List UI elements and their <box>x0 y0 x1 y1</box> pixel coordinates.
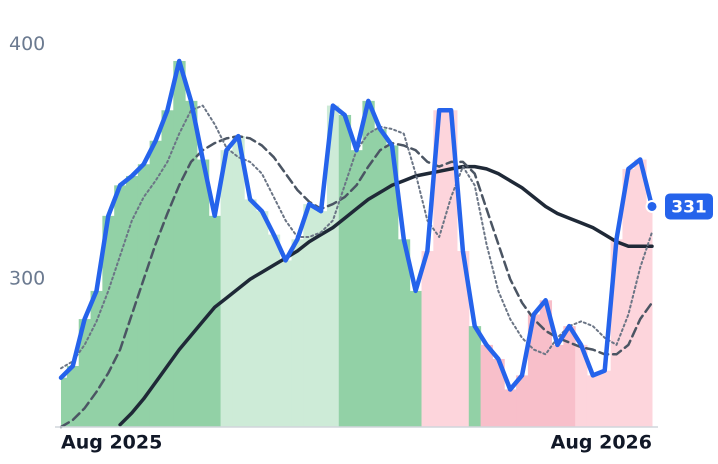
area-step <box>102 215 115 427</box>
area-step <box>362 100 375 427</box>
area-layer <box>61 61 653 428</box>
area-step <box>646 206 653 427</box>
area-step <box>78 319 92 427</box>
series-line <box>118 164 654 427</box>
y-tick-label: 400 <box>9 33 45 55</box>
area-step <box>196 159 210 428</box>
area-step <box>149 140 162 427</box>
area-step <box>291 239 304 427</box>
value-badge <box>665 193 713 220</box>
area-step <box>374 129 387 428</box>
area-step <box>279 260 292 427</box>
area-step <box>114 185 127 427</box>
area-step <box>137 164 151 427</box>
area-step <box>386 145 399 427</box>
area-step <box>456 251 470 427</box>
area-step <box>586 375 600 427</box>
line-layer <box>58 58 655 429</box>
area-step <box>220 150 233 427</box>
area-step <box>563 326 576 427</box>
area-step <box>409 290 423 427</box>
area-step <box>208 215 222 427</box>
series-line <box>58 58 655 392</box>
area-step <box>338 114 352 427</box>
area-step <box>66 366 80 427</box>
area-step <box>575 344 588 427</box>
area-step <box>397 239 411 427</box>
area-step <box>516 375 529 427</box>
area-step <box>267 234 281 427</box>
area-step <box>421 251 434 427</box>
area-step <box>468 326 482 427</box>
area-step <box>622 168 635 427</box>
area-step <box>480 344 493 427</box>
last-point <box>645 199 659 213</box>
area-step <box>185 100 198 427</box>
area-step <box>634 159 647 428</box>
x-tick-label: Aug 2026 <box>551 432 652 454</box>
x-tick-label: Aug 2025 <box>61 432 162 454</box>
area-step <box>433 110 446 428</box>
y-tick-label: 300 <box>9 268 45 290</box>
area-step <box>61 377 68 427</box>
area-step <box>492 358 505 427</box>
area-step <box>551 344 564 427</box>
area-step <box>173 61 186 427</box>
area-step <box>315 211 328 427</box>
area-step <box>126 175 139 427</box>
area-step <box>303 204 316 427</box>
area-step <box>350 150 363 427</box>
area-step <box>598 370 612 427</box>
area-step <box>326 105 340 428</box>
area-step <box>527 314 541 427</box>
value-label: 331 <box>671 197 707 217</box>
area-step <box>244 199 257 427</box>
area-step <box>504 389 517 427</box>
area-step <box>161 110 174 428</box>
area-step <box>232 136 245 428</box>
area-step <box>256 211 269 427</box>
